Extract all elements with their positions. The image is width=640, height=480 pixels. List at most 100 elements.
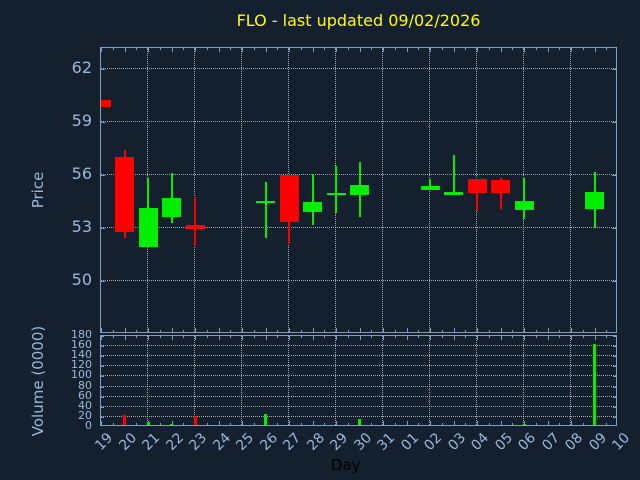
volume-tick-label: 0 xyxy=(85,419,92,432)
tick-mark xyxy=(242,48,243,52)
tick-mark xyxy=(441,336,443,338)
tick-mark xyxy=(312,48,314,52)
tick-mark xyxy=(512,48,514,50)
tick-mark xyxy=(195,336,196,340)
tick-mark xyxy=(218,48,220,52)
tick-mark xyxy=(512,330,514,332)
volume-tick-label: 40 xyxy=(78,398,92,412)
volume-tick-label: 80 xyxy=(78,378,92,392)
tick-mark xyxy=(171,48,173,52)
tick-mark xyxy=(300,48,302,50)
tick-mark xyxy=(124,328,126,332)
tick-mark xyxy=(101,281,105,283)
tick-mark xyxy=(136,330,138,332)
candlestick-day-27 xyxy=(279,175,299,222)
tick-mark xyxy=(383,328,384,332)
day-tick-label: 30 xyxy=(350,430,375,454)
tick-mark xyxy=(277,336,279,338)
day-gridline xyxy=(241,336,242,425)
tick-mark xyxy=(101,396,104,398)
candlestick-day-30 xyxy=(350,184,369,196)
volume-gridline xyxy=(101,345,616,347)
tick-mark xyxy=(613,336,616,337)
tick-mark xyxy=(612,175,616,177)
tick-mark xyxy=(101,328,102,332)
tick-mark xyxy=(171,421,173,425)
tick-mark xyxy=(312,336,314,340)
volume-bar-day-30 xyxy=(358,418,361,425)
tick-mark xyxy=(430,421,431,425)
tick-mark xyxy=(582,423,584,425)
tick-mark xyxy=(101,228,105,230)
tick-mark xyxy=(101,421,102,425)
tick-mark xyxy=(124,48,126,52)
tick-mark xyxy=(613,406,616,408)
tick-mark xyxy=(101,356,104,358)
tick-mark xyxy=(394,423,396,425)
candlestick-day-19 xyxy=(101,100,111,108)
tick-mark xyxy=(148,328,149,332)
candlestick-day-29 xyxy=(326,192,346,196)
tick-mark xyxy=(477,421,478,425)
tick-mark xyxy=(488,48,490,50)
tick-mark xyxy=(195,48,196,52)
tick-mark xyxy=(265,328,267,332)
candlestick-day-06 xyxy=(514,200,534,210)
day-tick-label: 25 xyxy=(233,430,258,454)
tick-mark xyxy=(606,330,608,332)
tick-mark xyxy=(371,330,373,332)
tick-mark xyxy=(183,423,185,425)
tick-mark xyxy=(300,330,302,332)
tick-mark xyxy=(418,48,420,50)
price-gridline xyxy=(101,227,616,229)
candlestick-day-04 xyxy=(467,178,487,193)
tick-mark xyxy=(336,336,337,340)
tick-mark xyxy=(524,336,525,340)
tick-mark xyxy=(195,328,196,332)
volume-tick-label: 160 xyxy=(71,338,92,352)
day-tick-label: 22 xyxy=(162,430,187,454)
tick-mark xyxy=(500,48,502,52)
tick-mark xyxy=(371,48,373,50)
tick-mark xyxy=(183,48,185,50)
tick-mark xyxy=(242,421,243,425)
x-axis-label: Day xyxy=(331,456,361,474)
tick-mark xyxy=(101,69,105,71)
volume-panel xyxy=(100,335,617,426)
tick-mark xyxy=(571,48,572,52)
tick-mark xyxy=(371,423,373,425)
tick-mark xyxy=(148,336,149,340)
tick-mark xyxy=(571,328,572,332)
tick-mark xyxy=(453,336,455,340)
candlestick-day-20 xyxy=(115,156,134,233)
volume-gridline xyxy=(101,355,616,357)
tick-mark xyxy=(524,328,525,332)
tick-mark xyxy=(371,336,373,338)
candle-wick-day-06 xyxy=(523,177,525,220)
tick-mark xyxy=(394,330,396,332)
tick-mark xyxy=(289,336,290,340)
day-tick-label: 28 xyxy=(303,430,328,454)
volume-gridline xyxy=(101,375,616,377)
tick-mark xyxy=(230,336,232,338)
tick-mark xyxy=(206,330,208,332)
tick-mark xyxy=(171,328,173,332)
price-axis-label: Price xyxy=(29,171,47,209)
tick-mark xyxy=(324,423,326,425)
day-tick-label: 27 xyxy=(280,430,305,454)
candlestick-day-03 xyxy=(444,191,463,195)
tick-mark xyxy=(101,336,102,340)
tick-mark xyxy=(206,423,208,425)
tick-mark xyxy=(571,421,572,425)
day-gridline xyxy=(570,336,571,425)
tick-mark xyxy=(559,336,561,338)
price-tick-label: 59 xyxy=(71,111,92,131)
tick-mark xyxy=(394,48,396,50)
day-tick-label: 04 xyxy=(468,430,493,454)
candlestick-day-26 xyxy=(256,200,275,204)
tick-mark xyxy=(441,48,443,50)
tick-mark xyxy=(488,336,490,338)
tick-mark xyxy=(312,328,314,332)
candle-wick-day-03 xyxy=(452,154,455,195)
volume-gridline xyxy=(101,405,616,407)
